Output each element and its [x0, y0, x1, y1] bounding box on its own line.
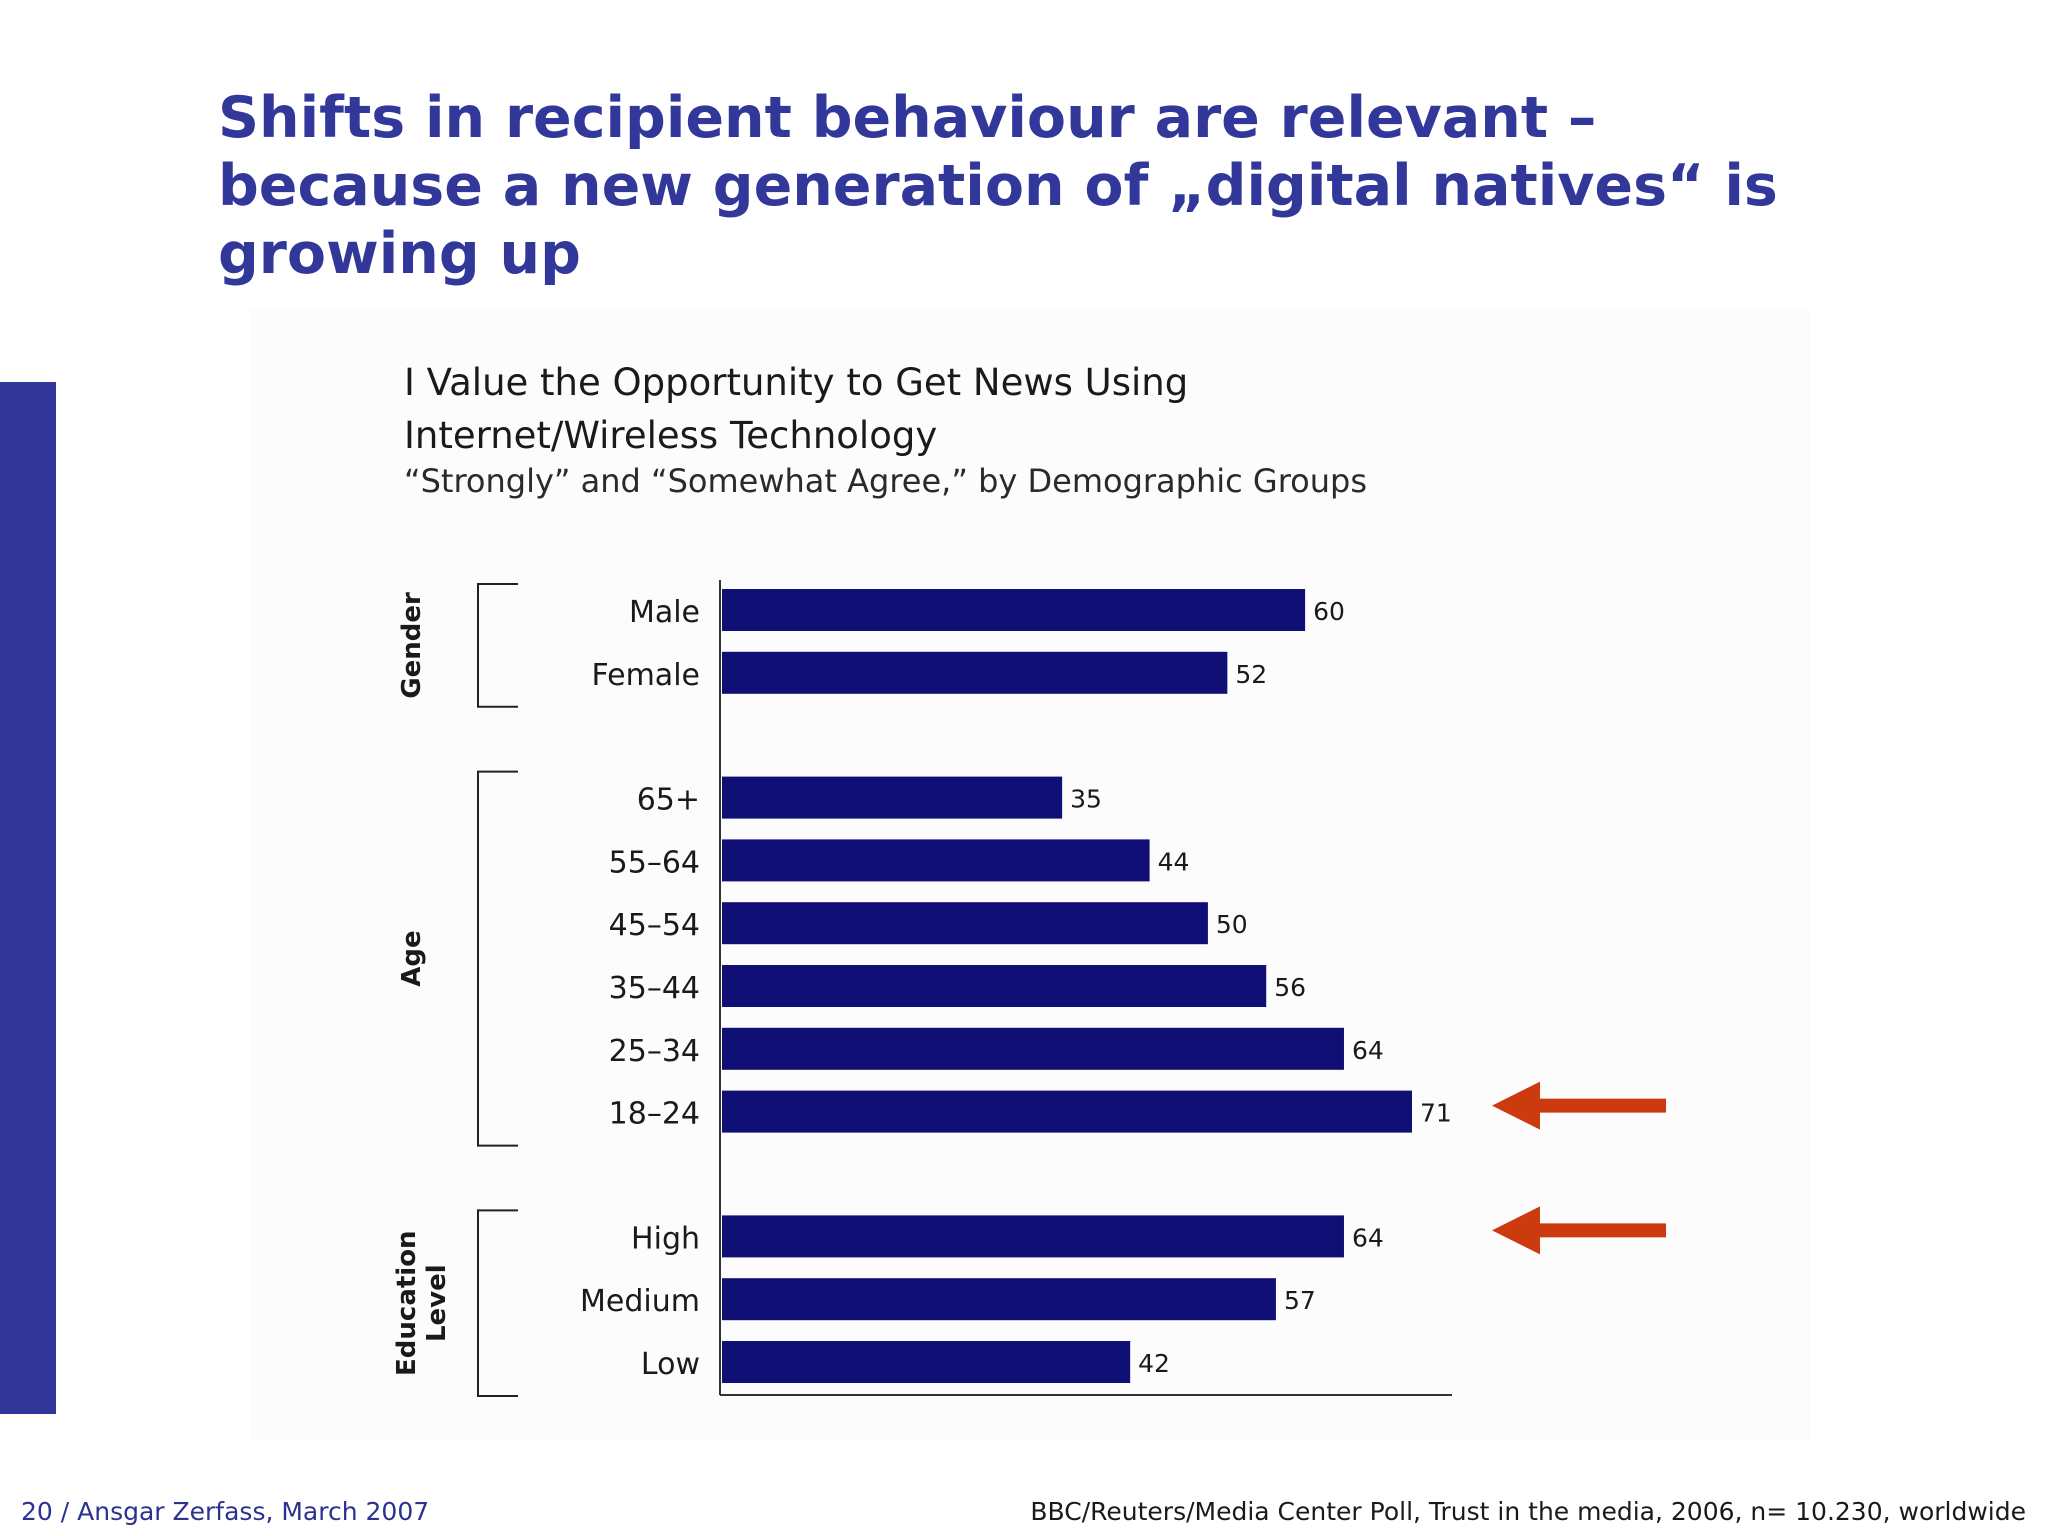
- category-label-low: Low: [641, 1347, 700, 1382]
- footer-page-info: 20 / Ansgar Zerfass, March 2007: [21, 1497, 430, 1526]
- value-label-male: 60: [1313, 597, 1345, 626]
- slide-title-line: because a new generation of „digital nat…: [218, 153, 1778, 219]
- category-label-medium: Medium: [580, 1284, 700, 1319]
- group-label-age: Age: [397, 930, 427, 986]
- value-label-female: 52: [1235, 660, 1267, 689]
- bar-45-54: [722, 902, 1208, 945]
- group-bracket-age: [477, 770, 518, 1147]
- value-label-medium: 57: [1284, 1286, 1316, 1315]
- value-label-65: 35: [1070, 785, 1102, 814]
- chart-title-line: Internet/Wireless Technology: [404, 414, 938, 457]
- bar-medium: [722, 1278, 1276, 1321]
- chart-title-line: I Value the Opportunity to Get News Usin…: [404, 361, 1189, 404]
- value-label-25-34: 64: [1352, 1036, 1384, 1065]
- bar-low: [722, 1341, 1131, 1383]
- value-label-45-54: 50: [1216, 910, 1248, 939]
- chart-title: I Value the Opportunity to Get News Usin…: [404, 356, 1188, 462]
- category-label-35-44: 35–44: [609, 971, 700, 1006]
- bar-chart: Male 60 Female 52 Gender 65+ 35 55–64 44 45–54 50 3…: [392, 580, 1666, 1397]
- category-label-18-24: 18–24: [609, 1097, 700, 1132]
- footer-source: BBC/Reuters/Media Center Poll, Trust in …: [1030, 1497, 2026, 1526]
- slide-title-line: growing up: [218, 221, 581, 287]
- group-bracket-gender: [477, 583, 518, 708]
- category-label-high: High: [631, 1221, 700, 1256]
- category-label-25-34: 25–34: [609, 1034, 700, 1069]
- group-label-gender: Gender: [397, 592, 427, 699]
- bar-35-44: [722, 965, 1267, 1007]
- value-label-high: 64: [1352, 1223, 1384, 1252]
- slide-title-line: Shifts in recipient behaviour are releva…: [218, 85, 1597, 151]
- bar-female: [722, 651, 1228, 694]
- category-label-65: 65+: [637, 783, 700, 818]
- slide-title: Shifts in recipient behaviour are releva…: [218, 84, 1778, 288]
- value-label-low: 42: [1138, 1349, 1170, 1378]
- bar-65: [722, 776, 1063, 819]
- bar-55-64: [722, 839, 1150, 882]
- highlight-arrow-icon: [1492, 1081, 1666, 1130]
- value-label-18-24: 71: [1420, 1099, 1452, 1128]
- value-label-35-44: 56: [1274, 973, 1306, 1002]
- value-label-55-64: 44: [1158, 847, 1190, 876]
- bar-25-34: [722, 1027, 1344, 1070]
- highlight-arrow-icon: [1492, 1206, 1666, 1255]
- side-accent-bar: [0, 382, 56, 1414]
- group-label-education-level: EducationLevel: [392, 1230, 452, 1376]
- bar-18-24: [722, 1090, 1412, 1133]
- category-label-female: Female: [592, 658, 700, 693]
- group-bracket-education-level: [477, 1209, 518, 1397]
- bar-high: [722, 1215, 1344, 1258]
- chart-subtitle: “Strongly” and “Somewhat Agree,” by Demo…: [404, 462, 1367, 500]
- category-label-55-64: 55–64: [609, 845, 700, 880]
- category-label-male: Male: [629, 595, 700, 630]
- category-label-45-54: 45–54: [609, 908, 700, 943]
- bar-male: [722, 589, 1306, 631]
